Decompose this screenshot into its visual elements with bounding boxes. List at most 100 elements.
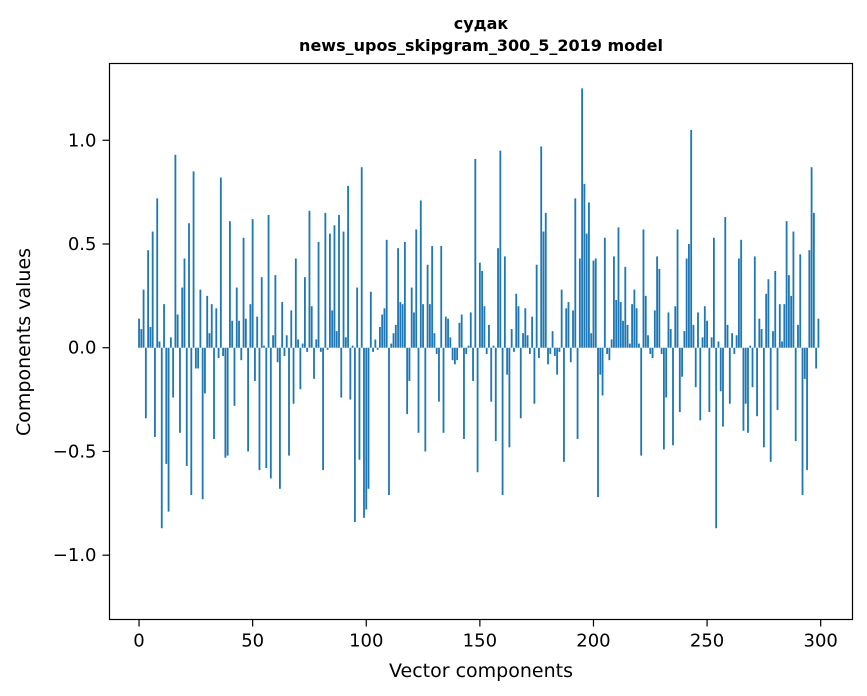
bar-278 [769, 347, 772, 462]
bar-18 [179, 347, 181, 433]
bar-281 [776, 347, 779, 410]
bar-210 [615, 300, 618, 348]
bar-75 [308, 210, 311, 348]
bar-41 [231, 320, 234, 348]
bar-67 [290, 310, 293, 348]
bar-34 [215, 308, 218, 348]
bar-254 [715, 347, 718, 529]
bar-39 [226, 347, 229, 456]
chart-title: судак [454, 14, 509, 33]
bar-149 [476, 347, 479, 473]
bar-252 [710, 337, 713, 348]
bar-57 [267, 214, 270, 348]
bar-61 [276, 347, 279, 363]
bar-207 [608, 347, 611, 361]
bar-22 [188, 223, 190, 348]
bar-161 [503, 256, 506, 348]
bar-140 [456, 347, 459, 361]
bar-17 [176, 314, 179, 348]
bar-288 [792, 231, 795, 348]
bar-238 [678, 347, 681, 413]
bar-83 [326, 347, 329, 350]
bar-251 [708, 347, 711, 413]
bar-73 [303, 277, 306, 348]
x-tick-label: 50 [241, 631, 264, 652]
bar-263 [735, 335, 738, 348]
chart-subtitle: news_upos_skipgram_300_5_2019 model [299, 36, 663, 55]
x-tick-label: 250 [690, 631, 724, 652]
bar-215 [626, 324, 629, 348]
bar-36 [219, 177, 222, 348]
bar-76 [310, 306, 313, 348]
bar-40 [229, 221, 231, 348]
bar-284 [783, 304, 786, 348]
bar-168 [519, 347, 522, 419]
bar-108 [383, 308, 386, 348]
bar-130 [433, 333, 436, 348]
bar-218 [633, 289, 636, 348]
bar-42 [233, 347, 236, 406]
bar-21 [185, 347, 188, 466]
bar-199 [590, 333, 593, 348]
bar-143 [463, 347, 465, 440]
bar-181 [549, 347, 552, 354]
bar-230 [660, 347, 663, 354]
bar-71 [299, 347, 302, 390]
bar-86 [333, 225, 336, 348]
bar-87 [335, 331, 338, 348]
bar-244 [692, 324, 695, 348]
bar-68 [292, 347, 295, 404]
bar-214 [624, 266, 627, 348]
bar-98 [360, 167, 363, 348]
bar-224 [647, 335, 649, 348]
bar-92 [347, 185, 349, 348]
bar-103 [372, 347, 374, 352]
bar-43 [235, 287, 238, 348]
bar-295 [808, 250, 811, 348]
bar-128 [428, 304, 431, 348]
bar-255 [717, 341, 720, 348]
bar-164 [510, 329, 513, 348]
bar-10 [160, 347, 163, 529]
bar-245 [694, 347, 697, 388]
bar-107 [381, 314, 384, 348]
bar-11 [163, 304, 165, 348]
bar-227 [653, 310, 656, 348]
bar-187 [563, 347, 565, 462]
bar-184 [556, 347, 559, 375]
bar-197 [585, 233, 588, 348]
bar-260 [728, 347, 731, 404]
bar-70 [297, 339, 299, 348]
bar-261 [731, 333, 733, 348]
bar-25 [194, 347, 197, 369]
bar-101 [367, 347, 370, 489]
bar-296 [810, 167, 813, 348]
bar-119 [408, 347, 411, 381]
bar-185 [558, 347, 561, 352]
bar-23 [190, 347, 193, 496]
bar-115 [399, 302, 402, 348]
bar-286 [787, 275, 790, 348]
bar-66 [288, 347, 290, 456]
bar-229 [658, 268, 661, 348]
bar-279 [772, 331, 774, 348]
bar-202 [597, 347, 599, 498]
bar-31 [208, 333, 211, 348]
bar-125 [422, 304, 424, 348]
bar-157 [494, 347, 497, 442]
bar-233 [667, 312, 670, 348]
bar-213 [622, 320, 624, 348]
bar-182 [551, 331, 554, 348]
bar-235 [672, 347, 674, 446]
bar-190 [569, 347, 572, 363]
bar-186 [560, 289, 563, 348]
bar-110 [388, 347, 390, 496]
bar-268 [747, 347, 749, 433]
bar-53 [258, 347, 261, 471]
bar-153 [485, 347, 488, 354]
bar-106 [378, 326, 381, 348]
bar-231 [663, 347, 665, 450]
bar-145 [467, 345, 470, 348]
bar-195 [581, 88, 584, 348]
y-axis-ticks: −1.0 −0.5 0.0 0.5 1.0 [53, 130, 110, 566]
